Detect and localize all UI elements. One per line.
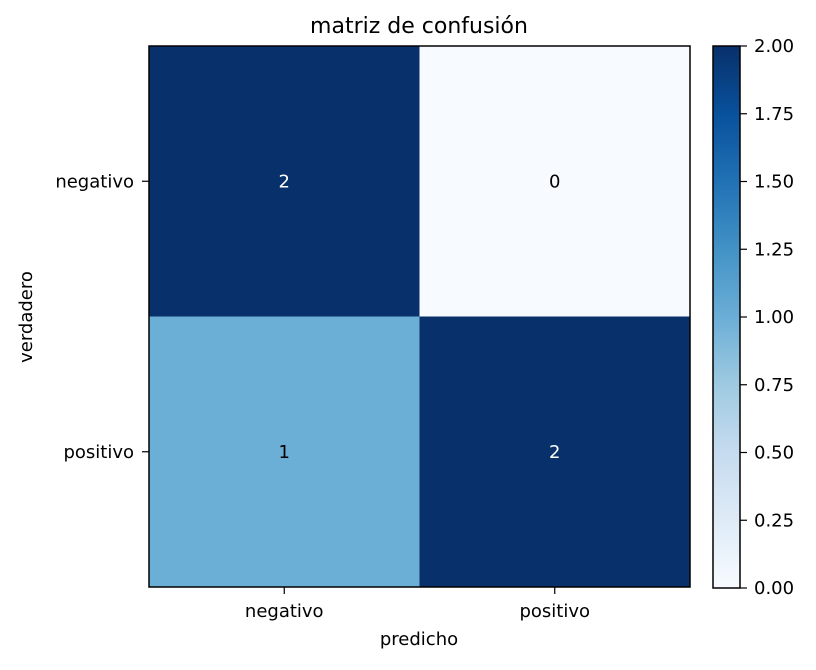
y-tick-label: positivo	[63, 442, 134, 463]
colorbar-tick-label: 0.25	[754, 510, 794, 531]
colorbar	[712, 45, 741, 589]
cell-value-label: 1	[279, 442, 290, 463]
cell-value-label: 2	[549, 442, 560, 463]
colorbar-tick-label: 1.50	[754, 172, 794, 193]
heatmap-cell	[419, 316, 690, 587]
x-axis: negativo positivo	[245, 587, 590, 622]
heatmap-cell	[419, 46, 690, 317]
x-tick-label: positivo	[519, 601, 590, 622]
heatmap-cell	[149, 316, 420, 587]
colorbar-axis: 0.00 0.25 0.50 0.75 1.00 1.25 1.50 1.75 2.00	[740, 36, 794, 599]
colorbar-tick-label: 1.00	[754, 307, 794, 328]
colorbar-tick-label: 1.75	[754, 104, 794, 125]
x-axis-label: predicho	[380, 629, 458, 650]
x-tick-label: negativo	[245, 601, 324, 622]
colorbar-tick-label: 0.75	[754, 375, 794, 396]
chart-title: matriz de confusión	[310, 14, 528, 39]
colorbar-tick-label: 1.25	[754, 239, 794, 260]
colorbar-tick-label: 0.00	[754, 578, 794, 599]
y-tick-label: negativo	[55, 171, 134, 192]
y-axis: negativo positivo	[55, 171, 149, 463]
heatmap-cell	[149, 46, 420, 317]
plot-frame	[148, 45, 691, 588]
colorbar-tick-label: 0.50	[754, 443, 794, 464]
heatmap-cells: 2 01 2	[149, 46, 690, 587]
cell-value-label: 2	[279, 171, 290, 192]
colorbar-tick-label: 2.00	[754, 36, 794, 57]
cell-value-label: 0	[549, 171, 560, 192]
y-axis-label: verdadero	[16, 271, 37, 363]
